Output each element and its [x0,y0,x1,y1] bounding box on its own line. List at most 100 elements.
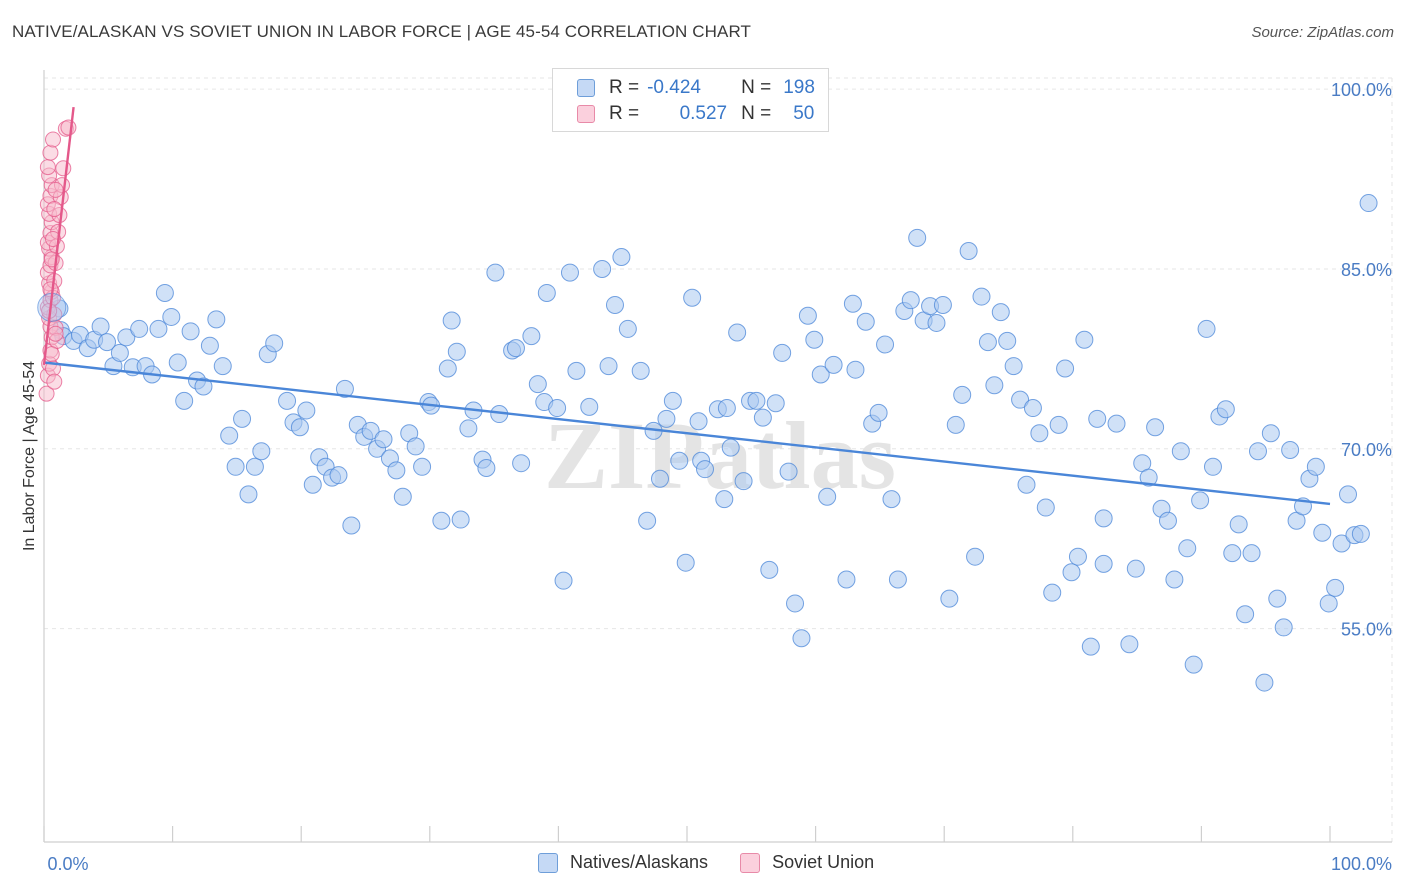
soviet-point [55,160,72,177]
native-point [959,242,978,261]
native-point [1062,563,1081,582]
native-point [1107,414,1126,433]
soviet-point [47,325,64,342]
native-point [1139,468,1158,487]
native-point [1094,509,1113,528]
native-point [1023,399,1042,418]
native-point [1319,594,1338,613]
native-point [1229,515,1248,534]
native-point [528,375,547,394]
soviet-point [46,201,63,218]
native-point [335,379,354,398]
native-point [200,336,219,355]
native-point [1351,524,1370,543]
native-point [548,399,567,418]
native-point [1075,330,1094,349]
native-point [1158,511,1177,530]
native-point [1036,498,1055,517]
chart-title: NATIVE/ALASKAN VS SOVIET UNION IN LABOR … [12,22,752,41]
native-point [978,333,997,352]
native-point [194,377,213,396]
source-label: Source: ZipAtlas.com [1251,24,1394,41]
native-point [1197,319,1216,338]
native-point [888,570,907,589]
legend-label-soviet: Soviet Union [772,852,875,872]
native-point [856,312,875,331]
native-point [728,323,747,342]
native-point [869,403,888,422]
native-point [1171,442,1190,461]
legend-n-label: N = [741,103,772,124]
native-point [329,466,348,485]
native-point [447,342,466,361]
soviet-point [38,385,55,402]
native-point [506,339,525,358]
native-point [1326,578,1345,597]
native-point [1191,491,1210,510]
native-point [290,418,309,437]
native-point [792,629,811,648]
native-point [1216,400,1235,419]
native-point [882,490,901,509]
legend-row-natives: R = -0.424 N = 198 [577,76,815,100]
native-point [824,355,843,374]
legend-label-natives: Natives/Alaskans [570,852,709,872]
native-point [459,419,478,438]
soviet-point [42,144,59,161]
native-point [1049,415,1068,434]
native-point [226,457,245,476]
trend-lines [42,107,1331,506]
native-point [432,511,451,530]
native-point [438,359,457,378]
native-point [303,475,322,494]
native-point [297,401,316,420]
native-point [265,334,284,353]
native-point [837,570,856,589]
native-point [110,343,129,362]
native-point [846,360,865,379]
legend-swatch-natives [538,852,558,873]
native-point [406,437,425,456]
native-point [1255,673,1274,692]
native-point [717,399,736,418]
native-point [1068,547,1087,566]
y-tick-label: 70.0% [1341,440,1392,460]
soviet-point [47,181,64,198]
native-point [1004,357,1023,376]
native-point [1088,409,1107,428]
native-point [207,310,226,329]
native-point [413,457,432,476]
y-tick-label: 100.0% [1331,80,1392,100]
native-point [477,458,496,477]
legend-r-value: 0.527 [679,103,728,124]
soviet-point [39,159,56,176]
native-point [1146,418,1165,437]
legend-r-label: R = [609,103,640,124]
legend-r-value: -0.424 [647,77,701,98]
soviet-point [45,231,62,248]
native-point [91,317,110,336]
legend-swatch-soviet [740,852,761,873]
native-point [220,426,239,445]
native-point [1203,457,1222,476]
native-point [1184,655,1203,674]
native-point [522,327,541,346]
native-point [605,295,624,314]
native-point [1339,485,1358,504]
watermark: ZIPatlas [544,402,896,509]
native-point [233,409,252,428]
native-point [554,571,573,590]
y-tick-label: 55.0% [1341,620,1392,640]
native-point [342,516,361,535]
native-point [175,391,194,410]
legend-row-soviet: R = 0.527 N = 50 [577,102,814,126]
native-point [618,319,637,338]
native-point [1223,544,1242,563]
native-point [631,361,650,380]
soviet-trend-line [42,107,75,366]
native-point [1261,424,1280,443]
native-point [805,330,824,349]
native-point [1056,359,1075,378]
x-tick-label: 0.0% [47,854,88,874]
native-point [1248,442,1267,461]
